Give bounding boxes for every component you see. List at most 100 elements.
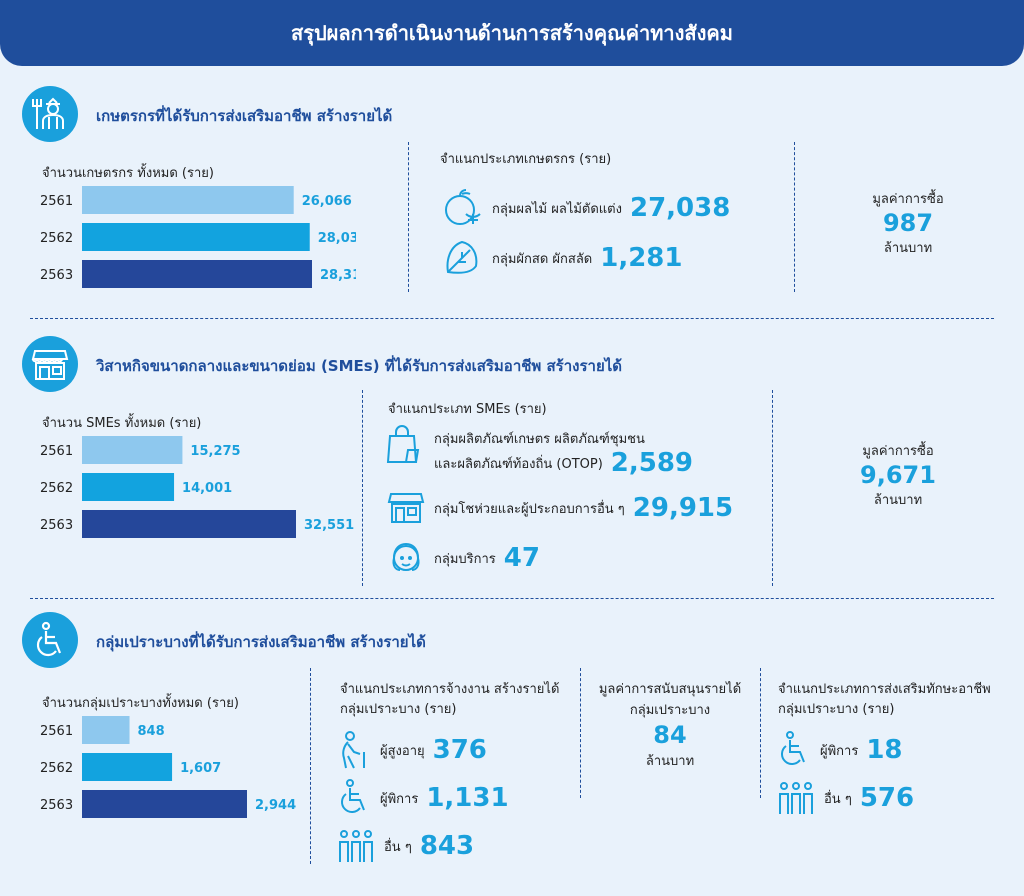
bar-value-label: 28,039 bbox=[318, 231, 356, 246]
bar-value-label: 26,066 bbox=[302, 194, 352, 209]
skills-disabled-label: ผู้พิการ bbox=[820, 743, 859, 759]
divider bbox=[580, 668, 581, 798]
farmers-purchase-block: มูลค่าการซื้อ 987 ล้านบาท bbox=[818, 188, 998, 258]
bar-value-label: 15,275 bbox=[190, 444, 240, 459]
smes-section-title: วิสาหกิจขนาดกลางและขนาดย่อม (SMEs) ที่ได… bbox=[96, 357, 623, 375]
skills-disabled-value: 18 bbox=[866, 735, 903, 765]
elderly-label: ผู้สูงอายุ bbox=[380, 743, 425, 759]
year-tick-label: 2562 bbox=[40, 481, 73, 496]
year-tick-label: 2563 bbox=[40, 268, 73, 283]
divider bbox=[772, 390, 773, 586]
bar-value-label: 2,944 bbox=[255, 798, 296, 813]
farmers-type-vegetable: กลุ่มผักสด ผักสลัด 1,281 bbox=[440, 236, 683, 280]
shop-icon bbox=[387, 493, 425, 523]
bar-2562 bbox=[82, 753, 173, 781]
year-tick-label: 2561 bbox=[40, 444, 73, 459]
page-title: สรุปผลการดำเนินงานด้านการสร้างคุณค่าทางส… bbox=[291, 21, 733, 45]
others-value: 843 bbox=[419, 831, 475, 861]
wheelchair-icon bbox=[781, 731, 805, 765]
support-label-1: มูลค่าการสนับสนุนรายได้ bbox=[598, 682, 742, 697]
smes-type-grocery: กลุ่มโชห่วยและผู้ประกอบการอื่น ๆ 29,915 bbox=[386, 488, 733, 528]
fruit-type-value: 27,038 bbox=[629, 193, 731, 223]
service-value: 47 bbox=[503, 543, 540, 573]
skills-label-2: กลุ่มเปราะบาง (ราย) bbox=[778, 702, 895, 717]
service-label: กลุ่มบริการ bbox=[434, 551, 496, 567]
bar-2561 bbox=[82, 436, 183, 464]
otop-label-line1: กลุ่มผลิตภัณฑ์เกษตร ผลิตภัณฑ์ชุมชน bbox=[434, 432, 645, 447]
smes-purchase-label: มูลค่าการซื้อ bbox=[862, 444, 934, 459]
wheelchair-icon bbox=[22, 612, 78, 668]
skills-others-value: 576 bbox=[859, 783, 915, 813]
service-woman-icon bbox=[392, 542, 420, 571]
smes-types-label: จำแนกประเภท SMEs (ราย) bbox=[388, 402, 547, 417]
employment-label-2: กลุ่มเปราะบาง (ราย) bbox=[340, 702, 457, 717]
smes-purchase-value: 9,671 bbox=[860, 461, 936, 489]
vulnerable-section-title: กลุ่มเปราะบางที่ได้รับการส่งเสริมอาชีพ ส… bbox=[96, 633, 426, 651]
bar-value-label: 848 bbox=[138, 724, 165, 739]
fruit-type-label: กลุ่มผลไม้ ผลไม้ตัดแต่ง bbox=[492, 201, 622, 217]
farmers-section-title: เกษตรกรที่ได้รับการส่งเสริมอาชีพ สร้างรา… bbox=[96, 107, 393, 125]
vegetable-type-value: 1,281 bbox=[600, 243, 683, 273]
smes-type-service: กลุ่มบริการ 47 bbox=[386, 538, 540, 578]
bar-value-label: 1,607 bbox=[180, 761, 221, 776]
skills-others: อื่น ๆ 576 bbox=[776, 778, 914, 818]
bar-2563 bbox=[82, 260, 312, 288]
farmers-purchase-unit: ล้านบาท bbox=[883, 241, 933, 256]
bar-2562 bbox=[82, 473, 175, 501]
group-people-icon bbox=[779, 782, 813, 814]
elderly-value: 376 bbox=[432, 735, 487, 765]
employment-label-1: จำแนกประเภทการจ้างงาน สร้างรายได้ bbox=[340, 682, 560, 697]
grocery-value: 29,915 bbox=[632, 493, 734, 523]
section-divider bbox=[30, 598, 994, 599]
smes-chart-label: จำนวน SMEs ทั้งหมด (ราย) bbox=[42, 416, 202, 431]
bar-2563 bbox=[82, 510, 296, 538]
vulnerable-chart-label: จำนวนกลุ่มเปราะบางทั้งหมด (ราย) bbox=[42, 696, 239, 711]
vulnerable-bar-chart: 2561 848 2562 1,607 2563 2,944 bbox=[40, 716, 296, 818]
shopping-bag-icon bbox=[386, 425, 420, 463]
shop-icon bbox=[22, 336, 78, 392]
employment-disabled: ผู้พิการ 1,131 bbox=[336, 778, 509, 818]
farmers-purchase-value: 987 bbox=[882, 209, 934, 237]
farmer-icon bbox=[22, 86, 78, 142]
year-tick-label: 2561 bbox=[40, 194, 73, 209]
bar-2561 bbox=[82, 186, 294, 214]
fruit-icon bbox=[445, 189, 481, 225]
farmers-purchase-label: มูลค่าการซื้อ bbox=[872, 192, 944, 207]
divider bbox=[310, 668, 311, 864]
support-unit: ล้านบาท bbox=[645, 754, 695, 769]
smes-bar-chart: 2561 15,275 2562 14,001 2563 32,551 bbox=[40, 436, 354, 538]
year-tick-label: 2563 bbox=[40, 518, 73, 533]
smes-purchase-unit: ล้านบาท bbox=[873, 493, 923, 508]
elderly-icon bbox=[342, 731, 365, 769]
bar-2563 bbox=[82, 790, 247, 818]
bar-2562 bbox=[82, 223, 310, 251]
divider bbox=[408, 142, 409, 292]
year-tick-label: 2561 bbox=[40, 724, 73, 739]
section-divider bbox=[30, 318, 994, 319]
bar-value-label: 32,551 bbox=[304, 518, 354, 533]
bar-2561 bbox=[82, 716, 130, 744]
employment-elderly: ผู้สูงอายุ 376 bbox=[336, 730, 487, 770]
farmers-chart-label: จำนวนเกษตรกร ทั้งหมด (ราย) bbox=[42, 166, 214, 181]
grocery-label: กลุ่มโชห่วยและผู้ประกอบการอื่น ๆ bbox=[434, 501, 625, 517]
group-people-icon bbox=[339, 830, 373, 862]
support-label-2: กลุ่มเปราะบาง bbox=[629, 703, 711, 718]
divider bbox=[362, 390, 363, 586]
header-banner: สรุปผลการดำเนินงานด้านการสร้างคุณค่าทางส… bbox=[0, 0, 1024, 66]
vegetable-type-label: กลุ่มผักสด ผักสลัด bbox=[492, 251, 593, 267]
support-value: 84 bbox=[653, 721, 687, 749]
bar-value-label: 14,001 bbox=[182, 481, 232, 496]
others-label: อื่น ๆ bbox=[384, 839, 412, 855]
otop-label-line2: และผลิตภัณฑ์ท้องถิ่น (OTOP) bbox=[434, 456, 603, 472]
wheelchair-icon bbox=[341, 779, 365, 813]
year-tick-label: 2562 bbox=[40, 761, 73, 776]
skills-disabled: ผู้พิการ 18 bbox=[776, 730, 903, 770]
year-tick-label: 2563 bbox=[40, 798, 73, 813]
otop-value: 2,589 bbox=[610, 448, 694, 478]
farmers-bar-chart: 2561 26,066 2562 28,039 2563 28,319 bbox=[40, 186, 356, 288]
smes-purchase-block: มูลค่าการซื้อ 9,671 ล้านบาท bbox=[798, 440, 998, 510]
farmers-type-fruit: กลุ่มผลไม้ ผลไม้ตัดแต่ง 27,038 bbox=[440, 186, 730, 230]
divider bbox=[760, 668, 761, 798]
disabled-label: ผู้พิการ bbox=[380, 791, 419, 807]
vegetable-icon bbox=[446, 240, 478, 274]
